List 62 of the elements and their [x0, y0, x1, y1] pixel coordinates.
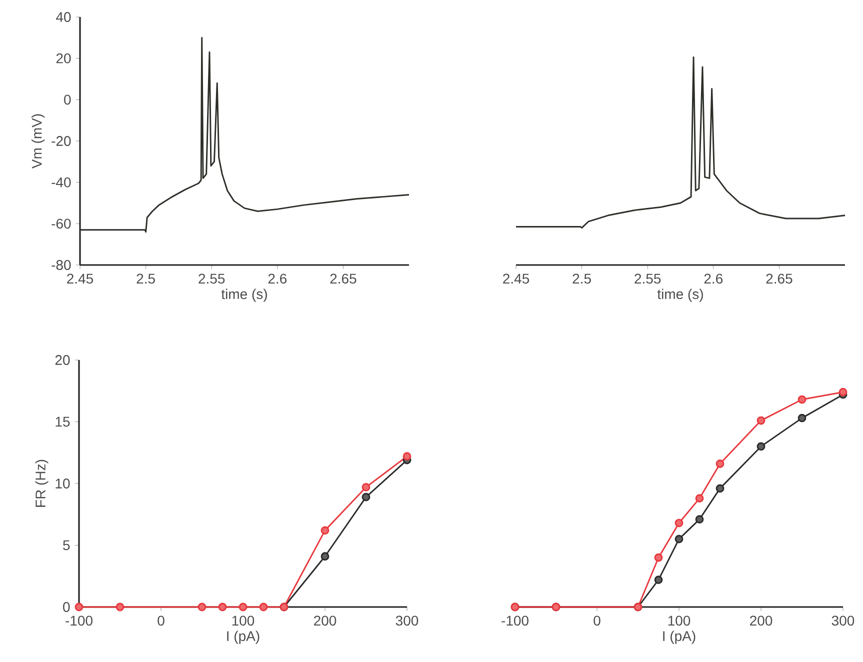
- point: [674, 518, 684, 528]
- point: [838, 388, 848, 396]
- x-tick-label: 100: [668, 616, 690, 626]
- y-tick-label: 0: [63, 602, 70, 612]
- x-tick-label: 2.5: [136, 274, 155, 284]
- point: [198, 602, 206, 612]
- x-tick-label: 2.55: [634, 274, 661, 284]
- point: [798, 414, 806, 422]
- point: [402, 452, 412, 461]
- point: [716, 484, 724, 493]
- x-tick-label: 2.6: [268, 274, 287, 284]
- x-axis-title: I (pA): [227, 630, 260, 644]
- x-tick-label: 200: [750, 616, 772, 626]
- x-axis-title: I (pA): [663, 630, 696, 644]
- point: [716, 460, 724, 468]
- x-tick-label: 2.45: [503, 274, 530, 284]
- point: [756, 442, 766, 451]
- y-tick-label: -20: [52, 136, 71, 146]
- x-tick-label: -100: [66, 616, 92, 626]
- point: [218, 602, 227, 612]
- y-tick-label: -60: [52, 218, 71, 229]
- y-axis-title: FR (Hz): [35, 460, 48, 507]
- y-tick-label: 0: [64, 94, 71, 105]
- x-tick-label: 300: [832, 616, 854, 626]
- point: [695, 494, 704, 503]
- point: [654, 576, 663, 584]
- x-tick-label: 100: [232, 616, 254, 626]
- x-tick-label: 0: [158, 616, 164, 626]
- point: [238, 602, 248, 612]
- point: [362, 483, 370, 492]
- point: [74, 602, 84, 612]
- y-tick-label: 10: [56, 478, 70, 488]
- x-tick-label: 2.5: [572, 274, 591, 284]
- point: [116, 602, 124, 612]
- x-tick-label: 2.65: [766, 274, 792, 284]
- point: [756, 416, 766, 425]
- x-axis-title: time (s): [657, 288, 703, 302]
- point: [798, 395, 806, 404]
- y-tick-label: -80: [52, 260, 71, 270]
- point: [654, 553, 663, 562]
- y-tick-label: 5: [63, 540, 70, 550]
- x-tick-label: 200: [314, 616, 336, 626]
- point: [362, 492, 370, 502]
- y-tick-label: 20: [55, 355, 70, 365]
- y-tick-label: -40: [52, 177, 71, 188]
- y-tick-label: 40: [56, 12, 71, 22]
- point: [320, 526, 330, 535]
- x-tick-label: 2.6: [704, 274, 723, 284]
- y-axis-title: Vm (mV): [32, 114, 45, 169]
- x-tick-label: 0: [594, 616, 600, 626]
- point: [674, 534, 684, 544]
- x-tick-label: 2.65: [330, 274, 356, 284]
- x-tick-label: -100: [502, 616, 528, 626]
- x-axis-title: time (s): [221, 288, 267, 302]
- point: [695, 515, 704, 524]
- x-tick-label: 2.45: [67, 274, 94, 284]
- x-tick-label: 300: [396, 616, 418, 626]
- point: [259, 602, 268, 612]
- x-tick-label: 2.55: [198, 274, 225, 284]
- y-tick-label: 20: [56, 53, 71, 64]
- y-tick-label: 15: [56, 416, 70, 427]
- point: [320, 552, 330, 561]
